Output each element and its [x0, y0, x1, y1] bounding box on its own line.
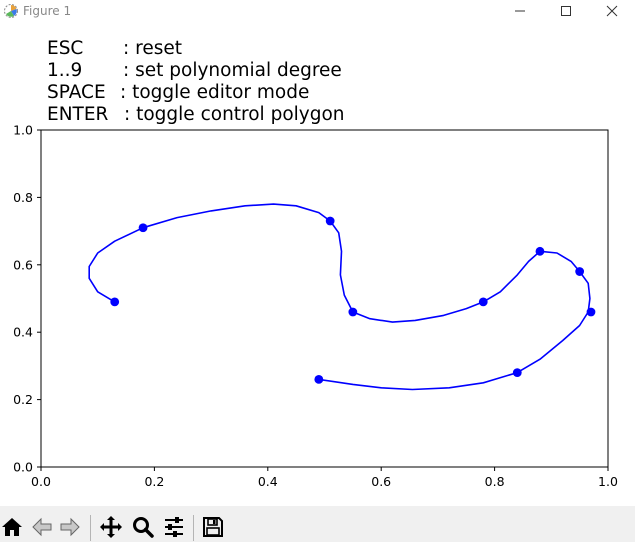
save-button[interactable] [198, 512, 228, 542]
control-point[interactable] [575, 267, 585, 276]
title-bar: Figure 1 [0, 0, 635, 22]
spline-curve [88, 203, 591, 391]
help-line-esc: ESC : reset [47, 38, 182, 60]
pan-button[interactable] [96, 512, 126, 542]
control-point[interactable] [110, 297, 120, 307]
help-key: ENTER [47, 104, 109, 125]
control-point[interactable] [478, 297, 488, 307]
zoom-button[interactable] [128, 512, 158, 542]
help-key: ESC [47, 38, 84, 59]
y-tick-label: 0.0 [13, 460, 33, 475]
x-tick-label: 0.2 [144, 474, 164, 489]
control-point[interactable] [348, 307, 358, 317]
toolbar-separator [193, 515, 194, 541]
help-desc: : toggle editor mode [120, 82, 310, 103]
y-tick-label: 0.4 [13, 325, 33, 340]
minimize-icon [515, 10, 525, 12]
control-point[interactable] [535, 246, 545, 256]
help-key: 1..9 [47, 60, 83, 81]
toolbar-separator [90, 515, 91, 541]
minimize-button[interactable] [497, 0, 543, 22]
maximize-icon [561, 6, 571, 16]
app-icon [4, 4, 18, 18]
forward-button[interactable] [55, 512, 85, 542]
forward-arrow-icon [60, 517, 80, 537]
figure-canvas[interactable]: ESC : reset 1..9 : set polynomial degree S… [0, 22, 635, 506]
spline-plot[interactable]: 0.0 0.2 0.4 0.6 0.8 1.0 0.0 0.2 0.4 0.6 0.8 1.0 [0, 22, 635, 506]
x-tick-label: 0.4 [258, 474, 278, 489]
y-tick-label: 0.8 [13, 190, 33, 205]
zoom-icon [133, 517, 154, 538]
control-point[interactable] [512, 368, 522, 378]
axes-background [41, 130, 608, 467]
configure-subplots-icon [165, 517, 183, 537]
close-icon [606, 5, 618, 17]
back-arrow-icon [32, 517, 52, 537]
maximize-button[interactable] [543, 0, 589, 22]
axes-frame [40, 129, 609, 468]
y-tick-label: 1.0 [13, 123, 33, 138]
help-line-degree: 1..9 : set polynomial degree [47, 60, 342, 82]
help-line-space: SPACE : toggle editor mode [47, 82, 309, 104]
help-desc: : toggle control polygon [124, 104, 345, 125]
configure-subplots-button[interactable] [159, 512, 189, 542]
help-key: SPACE [47, 82, 106, 103]
save-icon [203, 517, 223, 537]
help-desc: : set polynomial degree [123, 60, 342, 81]
navigation-toolbar [0, 506, 635, 542]
home-icon [2, 518, 22, 536]
y-tick-label: 0.2 [13, 392, 33, 407]
close-button[interactable] [589, 0, 635, 22]
help-desc: : reset [123, 38, 182, 59]
x-tick-label: 0.0 [31, 474, 51, 489]
x-tick-label: 1.0 [598, 474, 618, 489]
control-point[interactable] [138, 223, 148, 233]
control-point[interactable] [586, 307, 596, 317]
control-point[interactable] [325, 216, 335, 226]
help-line-enter: ENTER : toggle control polygon [47, 104, 345, 126]
y-tick-label: 0.6 [13, 257, 33, 272]
control-point[interactable] [314, 374, 324, 384]
x-tick-label: 0.8 [485, 474, 505, 489]
pan-icon [100, 516, 122, 538]
x-tick-label: 0.6 [371, 474, 391, 489]
home-button[interactable] [0, 512, 27, 542]
back-button[interactable] [27, 512, 57, 542]
window-title: Figure 1 [23, 4, 72, 18]
